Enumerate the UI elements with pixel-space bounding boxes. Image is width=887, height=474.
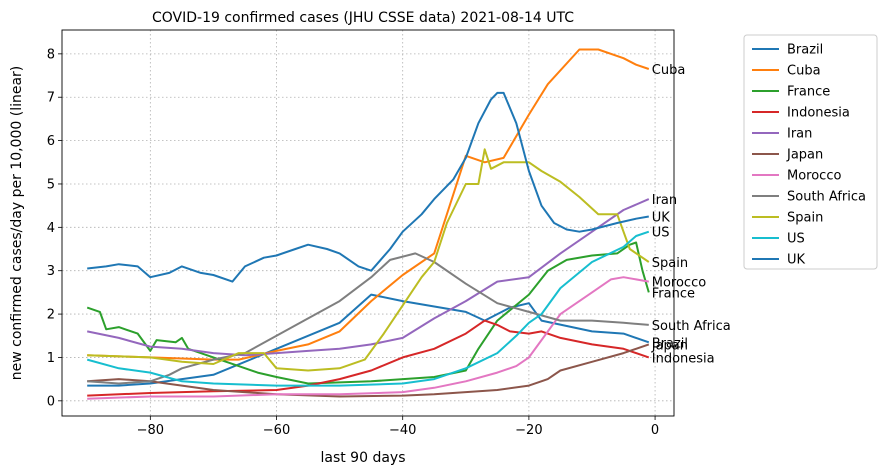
end-label-iran: Iran (652, 193, 677, 208)
series-line-japan (87, 343, 650, 398)
y-tick-label: 6 (47, 134, 55, 149)
legend: Brazil Cuba France Indonesia Iran Japan Morocc… (743, 34, 878, 270)
legend-label-uk: UK (787, 253, 806, 268)
series-line-spain (87, 148, 650, 372)
series-layer (86, 48, 650, 400)
y-tick-label: 2 (47, 308, 55, 323)
series-line-south-africa (87, 252, 649, 385)
chart-title: COVID-19 confirmed cases (JHU CSSE data)… (152, 10, 574, 26)
legend-items: Brazil Cuba France Indonesia Iran Japan Morocc… (752, 43, 866, 268)
ticks: −80 −60 −40 −20 0 0 1 2 3 4 5 6 7 8 (47, 47, 659, 438)
y-tick-label: 1 (47, 351, 55, 366)
x-tick-label: −40 (389, 423, 416, 438)
series-line-iran (86, 198, 650, 357)
legend-label-france: France (787, 85, 830, 100)
legend-label-us: US (787, 232, 805, 247)
end-label-uk: UK (652, 210, 671, 225)
legend-label-japan: Japan (786, 148, 823, 163)
y-tick-label: 0 (47, 394, 55, 409)
legend-label-morocco: Morocco (787, 169, 841, 184)
plot-frame (61, 29, 675, 417)
x-tick-label: −20 (515, 423, 542, 438)
x-axis-label: last 90 days (320, 450, 405, 466)
series-line-indonesia (87, 319, 650, 397)
end-label-south-africa: South Africa (652, 319, 731, 334)
end-label-cuba: Cuba (652, 63, 686, 78)
end-label-brazil: Brazil (652, 336, 688, 351)
x-tick-label: 0 (651, 423, 659, 438)
legend-label-indonesia: Indonesia (787, 106, 850, 121)
x-tick-label: −60 (263, 423, 290, 438)
series-line-morocco (87, 276, 649, 400)
legend-label-south-africa: South Africa (787, 190, 866, 205)
y-tick-label: 4 (47, 221, 55, 236)
end-label-japan: Japan (651, 338, 688, 353)
series-line-us (86, 230, 650, 387)
x-tick-label: −80 (137, 423, 164, 438)
y-tick-label: 7 (47, 91, 55, 106)
end-label-indonesia: Indonesia (652, 351, 715, 366)
end-label-us: US (652, 226, 670, 241)
legend-label-spain: Spain (787, 211, 823, 226)
series-line-brazil (87, 293, 650, 387)
grid (62, 30, 674, 416)
end-label-morocco: Morocco (652, 276, 706, 291)
y-tick-label: 5 (47, 177, 55, 192)
end-labels: Brazil Cuba France Indonesia Iran Japan Morocc… (651, 63, 731, 366)
series-line-uk (87, 91, 649, 283)
y-axis-label: new confirmed cases/day per 10,000 (line… (9, 66, 25, 381)
end-label-spain: Spain (652, 256, 688, 271)
legend-label-cuba: Cuba (787, 64, 821, 79)
end-label-france: France (652, 286, 695, 301)
y-tick-label: 3 (47, 264, 55, 279)
series-line-cuba (87, 48, 650, 361)
legend-label-iran: Iran (787, 127, 812, 142)
legend-label-brazil: Brazil (787, 43, 823, 58)
y-tick-label: 8 (47, 47, 55, 62)
legend-frame (743, 34, 878, 270)
